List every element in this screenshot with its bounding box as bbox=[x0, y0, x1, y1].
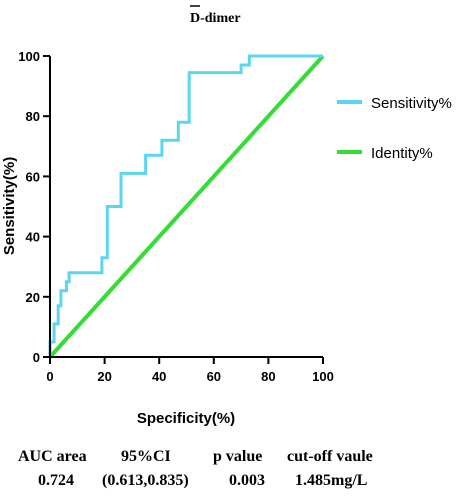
legend-label-sensitivity: Sensitivity% bbox=[371, 95, 452, 112]
y-tick-label: 80 bbox=[26, 109, 40, 124]
y-tick-label: 60 bbox=[26, 169, 40, 184]
series-line-identity bbox=[48, 54, 325, 359]
legend: Sensitivity% Identity% bbox=[337, 95, 452, 162]
stats-value-ci: (0.613,0.835) bbox=[102, 472, 189, 489]
stats-table: AUC area 95%CI p value cut-off vaule 0.7… bbox=[0, 448, 474, 496]
axes bbox=[49, 56, 323, 358]
stats-header-ci: 95%CI bbox=[121, 448, 171, 465]
y-tick-label: 40 bbox=[26, 230, 40, 245]
y-tick-label: 100 bbox=[18, 49, 40, 64]
x-tick-label: 60 bbox=[207, 369, 221, 384]
series-line-sensitivity bbox=[48, 54, 323, 357]
chart-title: D-dimer bbox=[190, 11, 241, 26]
stats-value-p: 0.003 bbox=[229, 472, 265, 489]
stats-header-cutoff: cut-off vaule bbox=[287, 448, 373, 465]
stats-value-row: 0.724 (0.613,0.835) 0.003 1.485mg/L bbox=[0, 472, 474, 496]
stats-value-auc: 0.724 bbox=[38, 472, 74, 489]
x-tick-label: 80 bbox=[261, 369, 275, 384]
x-tick-label: 0 bbox=[46, 369, 53, 384]
stats-value-cutoff: 1.485mg/L bbox=[295, 472, 368, 489]
ticks: 0 20 40 60 80 100 0 20 40 60 80 100 bbox=[18, 49, 334, 384]
y-tick-label: 0 bbox=[33, 350, 40, 365]
legend-label-identity: Identity% bbox=[371, 145, 433, 162]
x-axis-label: Specificity(%) bbox=[137, 410, 235, 427]
x-tick-label: 40 bbox=[152, 369, 166, 384]
y-tick-label: 20 bbox=[26, 290, 40, 305]
y-axis-label: Sensitivity(%) bbox=[1, 157, 18, 255]
x-tick-label: 20 bbox=[97, 369, 111, 384]
stats-header-row: AUC area 95%CI p value cut-off vaule bbox=[0, 448, 474, 472]
x-tick-label: 100 bbox=[312, 369, 334, 384]
stats-header-auc: AUC area bbox=[18, 448, 87, 465]
stats-header-p: p value bbox=[213, 448, 263, 465]
plot-area bbox=[48, 54, 325, 359]
